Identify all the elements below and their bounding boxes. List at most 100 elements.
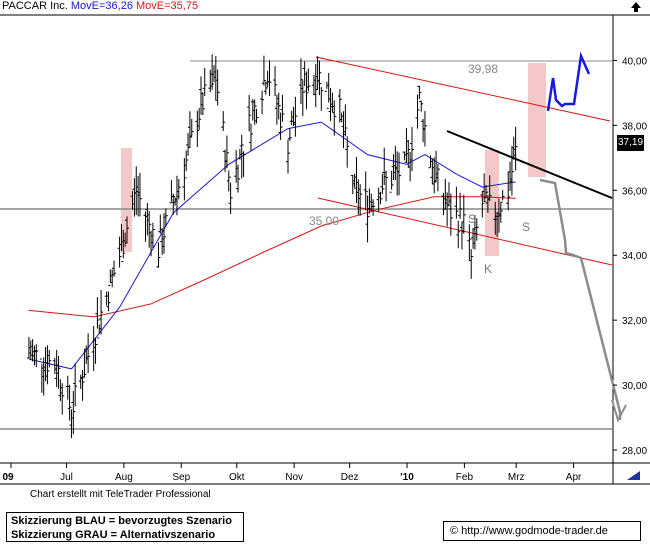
- price-bar: [317, 60, 322, 96]
- price-bar: [202, 68, 207, 96]
- price-bar: [73, 363, 78, 407]
- price-bar: [106, 291, 111, 312]
- neckline-trend-line: [446, 130, 613, 199]
- price-bar: [80, 369, 85, 401]
- price-bar: [285, 139, 290, 174]
- price-bar: [397, 152, 402, 196]
- price-bar: [147, 210, 152, 248]
- price-bar: [389, 170, 394, 193]
- price-bar: [448, 193, 453, 236]
- price-bar: [345, 136, 350, 168]
- scenario-grey-path: [539, 178, 622, 420]
- price-bar: [509, 146, 514, 196]
- price-bar: [378, 191, 383, 205]
- price-bar: [224, 135, 229, 169]
- price-bar: [184, 150, 189, 172]
- price-bar: [337, 89, 342, 123]
- price-bar: [236, 164, 241, 193]
- price-bar: [56, 355, 61, 389]
- y-tick-label: 32,00: [622, 316, 647, 327]
- annotation-s-left: S: [468, 212, 476, 226]
- price-bar: [260, 90, 265, 115]
- price-bar: [461, 194, 466, 234]
- copyright-box: © http://www.godmode-trader.de: [443, 521, 641, 541]
- channel-upper-line: [315, 56, 611, 122]
- price-bar: [45, 345, 50, 385]
- price-bar: [484, 184, 489, 203]
- price-bar: [176, 178, 181, 200]
- price-bar: [306, 68, 311, 92]
- price-bar: [363, 171, 368, 211]
- y-tick-label: 36,00: [622, 186, 647, 197]
- price-bar: [95, 297, 100, 329]
- x-tick-label: Jul: [60, 472, 73, 483]
- price-bar: [300, 80, 305, 117]
- scenario-legend: Skizzierung BLAU = bevorzugtes Szenario …: [6, 512, 244, 542]
- scenario-grey-arrowhead: [611, 399, 627, 423]
- price-series: [26, 54, 518, 439]
- price-bar: [241, 144, 246, 177]
- last-price-tag: 37,19: [617, 135, 644, 151]
- price-bar: [458, 192, 463, 219]
- price-bar: [254, 108, 259, 124]
- price-bar: [60, 383, 65, 415]
- source-url[interactable]: http://www.godmode-trader.de: [461, 525, 608, 537]
- mav-slow-line: [28, 196, 516, 318]
- price-bar: [506, 171, 511, 211]
- price-bar: [228, 182, 233, 215]
- price-bar: [513, 126, 518, 171]
- price-bar: [215, 69, 220, 106]
- x-tick-label: Nov: [285, 472, 303, 483]
- price-bar: [93, 337, 98, 364]
- price-bar: [467, 224, 472, 261]
- price-bar: [417, 85, 422, 99]
- price-bar: [137, 172, 142, 217]
- x-tick-label: Okt: [229, 472, 245, 483]
- price-bar: [409, 127, 414, 172]
- y-tick-label: 34,00: [622, 251, 647, 262]
- price-bar: [150, 222, 155, 249]
- price-bar: [293, 96, 298, 137]
- price-bar: [422, 110, 427, 147]
- price-bar: [380, 173, 385, 194]
- price-bar: [454, 186, 459, 219]
- price-bar: [189, 118, 194, 138]
- x-tick-label: Dez: [341, 472, 359, 483]
- price-bar: [304, 71, 309, 110]
- legend-blue-line: Skizzierung BLAU = bevorzugtes Szenario: [11, 515, 232, 527]
- copyright-icon: ©: [450, 525, 459, 537]
- price-bar: [365, 195, 370, 243]
- price-bar: [117, 236, 122, 268]
- trend-icon[interactable]: [623, 468, 647, 482]
- price-bar: [261, 55, 266, 86]
- highlight-aug: [121, 148, 132, 252]
- annotation-k: K: [484, 262, 492, 276]
- price-bar: [112, 260, 117, 277]
- price-bar: [384, 170, 389, 202]
- price-bar: [200, 92, 205, 116]
- x-axis: 09 Jul Aug Sep Okt Nov Dez '10 Feb Mrz Apr: [2, 463, 582, 483]
- ticker-label: PACCAR Inc.: [2, 0, 68, 12]
- mav-fast-line: [28, 121, 516, 370]
- price-bar: [487, 175, 492, 202]
- price-bar: [162, 213, 167, 254]
- price-bar: [474, 218, 479, 241]
- price-bar: [278, 112, 283, 140]
- price-bar: [343, 104, 348, 137]
- price-bar: [121, 229, 126, 263]
- annotation-s-right: S: [522, 220, 530, 234]
- x-tick-label: Aug: [115, 472, 133, 483]
- price-bar: [435, 164, 440, 192]
- price-bar: [273, 66, 278, 97]
- price-bar: [247, 94, 252, 132]
- chart-header: PACCAR Inc. MovE=36,26 MovE=35,75: [2, 0, 198, 12]
- price-bar: [280, 94, 285, 122]
- price-bar: [298, 58, 303, 105]
- x-tick-label: Feb: [456, 472, 474, 483]
- price-bar: [47, 350, 52, 368]
- price-bar: [480, 191, 485, 218]
- price-bar: [163, 208, 168, 227]
- up-arrow-icon[interactable]: [622, 0, 650, 14]
- price-bar: [332, 100, 337, 136]
